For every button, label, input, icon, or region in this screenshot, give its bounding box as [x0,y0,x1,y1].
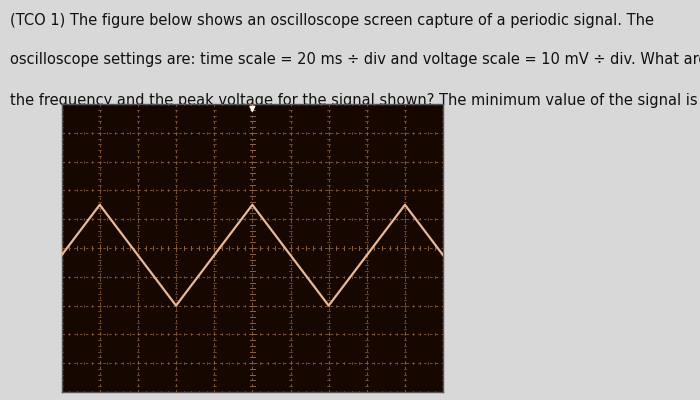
Text: (TCO 1) The figure below shows an oscilloscope screen capture of a periodic sign: (TCO 1) The figure below shows an oscill… [10,13,654,28]
Text: the frequency and the peak voltage for the signal shown? The minimum value of th: the frequency and the peak voltage for t… [10,93,700,108]
Text: oscilloscope settings are: time scale = 20 ms ÷ div and voltage scale = 10 mV ÷ : oscilloscope settings are: time scale = … [10,52,700,67]
